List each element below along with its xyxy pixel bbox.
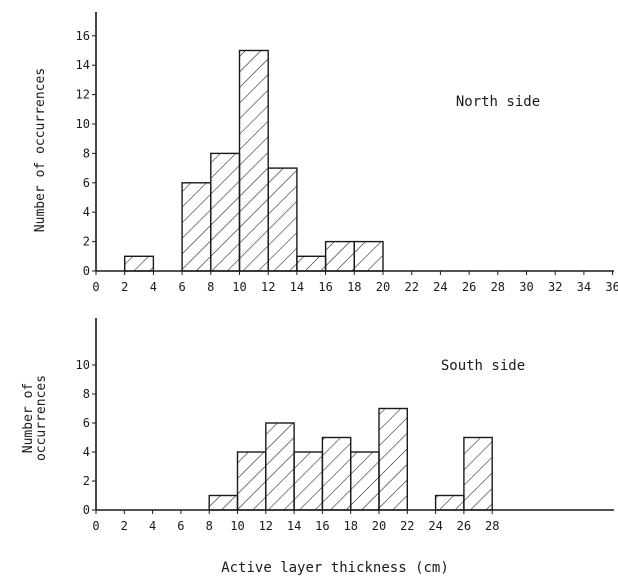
y-tick-label: 0	[83, 503, 90, 517]
x-tick-label: 4	[149, 519, 156, 533]
histogram-bar	[210, 152, 241, 272]
x-tick-label: 14	[290, 280, 304, 294]
figure-xlabel: Active layer thickness (cm)	[221, 560, 449, 576]
x-tick-label: 6	[178, 280, 185, 294]
histogram-bar	[434, 494, 465, 511]
histogram-bar	[267, 167, 298, 272]
y-tick-label: 8	[83, 387, 90, 401]
y-tick-label: 6	[83, 176, 90, 190]
histogram-bar	[324, 240, 356, 272]
histogram-bar	[293, 451, 324, 511]
histogram-bar	[321, 436, 352, 511]
x-tick-label: 2	[121, 280, 128, 294]
y-tick-label: 4	[83, 445, 90, 459]
x-tick-label: 16	[315, 519, 329, 533]
histogram-bar	[353, 240, 384, 272]
y-tick-label: 10	[76, 358, 90, 372]
panel-label: South side	[441, 358, 525, 374]
y-tick-label: 2	[83, 474, 90, 488]
x-tick-label: 20	[376, 280, 390, 294]
x-tick-label: 16	[318, 280, 332, 294]
y-tick-label: 0	[83, 264, 90, 278]
x-tick-label: 6	[177, 519, 184, 533]
histogram-bar	[265, 422, 295, 511]
y-tick-label: 2	[83, 235, 90, 249]
histogram-bar	[378, 407, 408, 511]
x-tick-label: 32	[548, 280, 562, 294]
histogram-bar	[296, 255, 327, 272]
histogram-bar	[181, 182, 212, 272]
x-tick-label: 18	[343, 519, 357, 533]
x-tick-label: 24	[428, 519, 442, 533]
histogram-bar	[123, 255, 155, 272]
histogram-bar	[238, 49, 269, 272]
panel-label: North side	[456, 94, 540, 110]
x-tick-label: 12	[261, 280, 275, 294]
y-tick-label: 8	[83, 146, 90, 160]
x-tick-label: 12	[259, 519, 273, 533]
y-tick-label: 4	[83, 205, 90, 219]
x-tick-label: 30	[519, 280, 533, 294]
x-tick-label: 36	[605, 280, 618, 294]
x-tick-label: 8	[206, 519, 213, 533]
histogram-bar	[350, 451, 380, 511]
x-tick-label: 28	[491, 280, 505, 294]
x-tick-label: 14	[287, 519, 301, 533]
y-tick-label: 14	[76, 58, 90, 72]
x-tick-label: 2	[121, 519, 128, 533]
x-tick-label: 22	[400, 519, 414, 533]
x-tick-label: 10	[230, 519, 244, 533]
y-tick-label: 10	[76, 117, 90, 131]
y-tick-label: 12	[76, 88, 90, 102]
y-tick-label: 16	[76, 29, 90, 43]
x-tick-label: 26	[457, 519, 471, 533]
x-tick-label: 26	[462, 280, 476, 294]
y-tick-label: 6	[83, 416, 90, 430]
x-tick-label: 18	[347, 280, 361, 294]
x-tick-label: 0	[92, 280, 99, 294]
histogram-bar	[463, 436, 493, 511]
histogram-bar	[208, 494, 239, 511]
x-tick-label: 24	[433, 280, 447, 294]
x-tick-label: 22	[404, 280, 418, 294]
x-tick-label: 28	[485, 519, 499, 533]
x-tick-label: 4	[150, 280, 157, 294]
x-tick-label: 8	[207, 280, 214, 294]
x-tick-label: 0	[92, 519, 99, 533]
y-axis-label: Number ofoccurrences	[21, 375, 49, 461]
x-tick-label: 20	[372, 519, 386, 533]
x-tick-label: 10	[232, 280, 246, 294]
histogram-bar	[236, 451, 267, 511]
y-axis-label: Number of occurrences	[33, 68, 48, 232]
x-tick-label: 34	[577, 280, 591, 294]
